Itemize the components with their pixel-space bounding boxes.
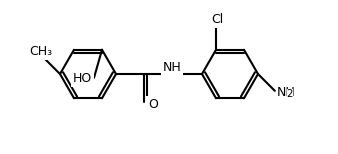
- Text: HO: HO: [73, 72, 92, 85]
- Text: CH₃: CH₃: [29, 45, 52, 58]
- Text: NH: NH: [277, 86, 295, 99]
- Text: NH: NH: [163, 61, 182, 74]
- Text: Cl: Cl: [211, 13, 223, 26]
- Text: 2: 2: [287, 89, 293, 99]
- Text: O: O: [148, 97, 158, 111]
